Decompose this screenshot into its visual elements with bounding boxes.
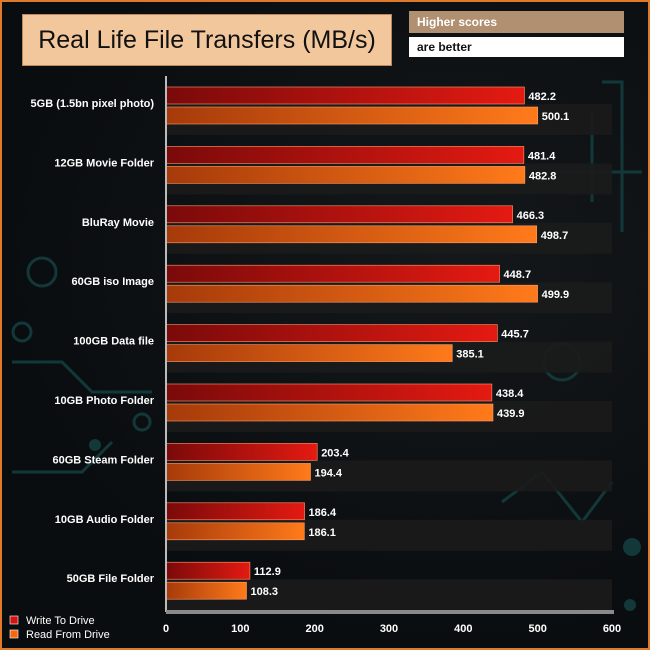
value-label: 186.1 (308, 527, 336, 539)
value-label: 194.4 (315, 467, 343, 479)
legend-label-read: Read From Drive (26, 629, 110, 641)
category-label: 10GB Photo Folder (54, 395, 154, 407)
bar-read (165, 106, 539, 125)
bar-write (165, 86, 525, 105)
legend-label-write: Write To Drive (26, 615, 95, 627)
value-label: 112.9 (254, 566, 281, 578)
value-label: 438.4 (496, 388, 524, 400)
x-tick-label: 500 (528, 623, 546, 635)
legend-swatch-write (9, 615, 19, 625)
legend-swatch-read (9, 629, 19, 639)
legend: Write To Drive Read From Drive (9, 615, 110, 641)
category-label: 5GB (1.5bn pixel photo) (31, 98, 155, 110)
note-are-better: are better (409, 37, 624, 57)
value-label: 203.4 (321, 447, 349, 459)
bar-write (165, 502, 305, 521)
x-tick-label: 400 (454, 623, 472, 635)
bar-read (165, 344, 453, 362)
bar-read (165, 225, 538, 244)
bar-write (165, 146, 525, 164)
value-label: 108.3 (251, 586, 279, 598)
bar-write (165, 443, 318, 461)
bar-read (165, 403, 494, 422)
value-label: 445.7 (501, 329, 529, 341)
bar-write (165, 264, 500, 283)
bar-write (165, 324, 498, 342)
value-label: 186.4 (309, 507, 337, 519)
category-label: 60GB iso Image (71, 276, 154, 288)
bar-read (165, 284, 538, 303)
x-tick-label: 100 (231, 623, 249, 635)
category-label: 10GB Audio Folder (55, 514, 155, 526)
value-label: 448.7 (504, 269, 532, 281)
category-label: 12GB Movie Folder (54, 157, 154, 169)
value-label: 482.2 (528, 91, 556, 103)
note-higher-scores: Higher scores (409, 11, 624, 33)
x-ticks: 0 100 200 300 400 500 600 (163, 623, 621, 635)
x-tick-label: 300 (380, 623, 398, 635)
category-label: BluRay Movie (82, 217, 154, 229)
chart-title: Real Life File Transfers (MB/s) (22, 14, 392, 66)
value-label: 499.9 (542, 289, 570, 301)
labels: 5GB (1.5bn pixel photo) 482.2 500.1 12GB Mo… (31, 91, 570, 598)
category-label: 100GB Data file (73, 336, 154, 348)
value-label: 466.3 (517, 210, 545, 222)
value-label: 498.7 (541, 230, 569, 242)
value-label: 385.1 (456, 349, 484, 361)
bar-write (165, 205, 513, 224)
value-label: 439.9 (497, 408, 525, 420)
x-tick-label: 600 (603, 623, 621, 635)
bar-write (165, 561, 251, 580)
value-label: 500.1 (542, 111, 570, 123)
x-tick-label: 200 (305, 623, 323, 635)
category-label: 60GB Steam Folder (53, 454, 155, 466)
bar-read (165, 166, 526, 184)
bar-write (165, 383, 493, 402)
bars (165, 86, 539, 600)
category-label: 50GB File Folder (67, 573, 155, 585)
bar-read (165, 463, 311, 481)
value-label: 481.4 (528, 150, 556, 162)
value-label: 482.8 (529, 170, 557, 182)
bar-read (165, 581, 247, 600)
x-tick-label: 0 (163, 623, 169, 635)
bar-read (165, 522, 305, 541)
